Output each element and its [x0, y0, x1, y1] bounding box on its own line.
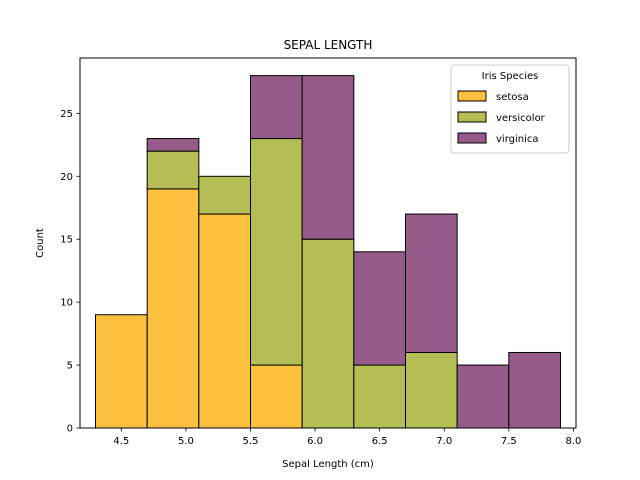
y-tick-label: 25: [60, 109, 73, 120]
bar-versicolor-bin-1: [146, 150, 200, 190]
bar-versicolor-bin-5: [353, 364, 407, 429]
bar-virginica-bin-7: [456, 364, 510, 429]
legend-box: [450, 64, 570, 154]
x-tick-label: 6.5: [372, 436, 388, 447]
legend-swatch-setosa: [457, 90, 487, 102]
bar-setosa-bin-1: [146, 188, 200, 429]
legend-swatch-virginica: [457, 132, 487, 144]
y-tick-label: 10: [60, 298, 73, 309]
legend-label-versicolor: versicolor: [496, 113, 546, 124]
x-axis-label: Sepal Length (cm): [282, 459, 374, 470]
bar-virginica-bin-8: [508, 351, 562, 429]
bar-versicolor-bin-6: [405, 351, 458, 429]
bar-versicolor-bin-3: [250, 138, 303, 366]
legend-label-setosa: setosa: [496, 92, 529, 103]
legend-entries: setosa versicolor virginica: [457, 90, 546, 145]
x-tick-label: 7.5: [501, 436, 517, 447]
bar-virginica-bin-3: [250, 75, 303, 140]
x-tick-label: 6.0: [307, 436, 323, 447]
x-tick-label: 4.5: [113, 436, 129, 447]
legend-title: Iris Species: [482, 71, 539, 82]
bar-virginica-bin-4: [301, 75, 355, 240]
x-axis-ticks: 4.5 5.0 5.5 6.0 6.5 7.0 7.5 8.0: [113, 428, 581, 447]
y-axis-label: Count: [35, 228, 46, 258]
bar-setosa-bin-2: [198, 213, 251, 429]
legend-label-virginica: virginica: [496, 134, 539, 145]
y-tick-label: 20: [60, 172, 73, 183]
bar-virginica-bin-1: [146, 138, 200, 152]
legend: Iris Species setosa versicolor virginica: [450, 64, 570, 154]
bar-versicolor-bin-4: [301, 238, 355, 429]
chart-title: SEPAL LENGTH: [284, 38, 373, 52]
bar-virginica-bin-5: [353, 251, 407, 366]
x-tick-label: 8.0: [565, 436, 581, 447]
bar-virginica-bin-6: [405, 213, 458, 353]
bars-group: [95, 75, 562, 429]
x-tick-label: 5.0: [178, 436, 194, 447]
y-tick-label: 5: [67, 361, 73, 372]
x-tick-label: 5.5: [243, 436, 259, 447]
y-tick-label: 15: [60, 235, 73, 246]
bar-setosa-bin-3: [250, 364, 303, 429]
bar-versicolor-bin-2: [198, 175, 251, 215]
legend-swatch-versicolor: [457, 111, 487, 123]
x-tick-label: 7.0: [436, 436, 452, 447]
plot-frame: [79, 57, 577, 429]
y-axis-ticks: 0 5 10 15 20 25: [60, 109, 80, 435]
y-tick-label: 0: [67, 424, 73, 435]
bar-setosa-bin-0: [95, 314, 148, 429]
